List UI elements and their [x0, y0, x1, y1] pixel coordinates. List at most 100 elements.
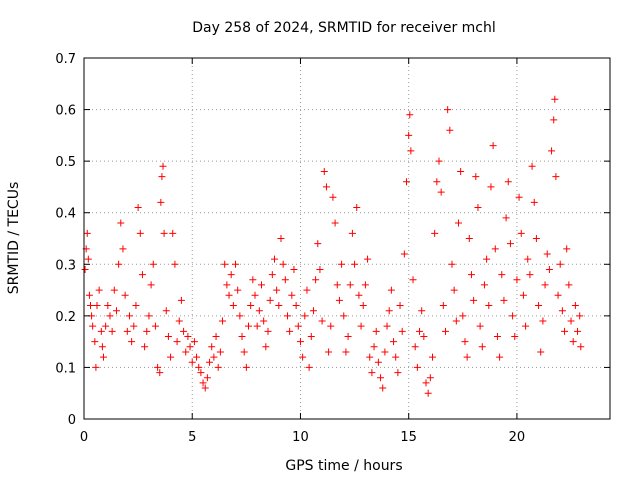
data-point-marker: [149, 260, 157, 268]
data-point-marker: [121, 291, 129, 299]
data-point-marker: [413, 363, 421, 371]
data-point-marker: [390, 338, 398, 346]
data-point-marker: [463, 353, 471, 361]
data-point-marker: [366, 353, 374, 361]
data-point-marker: [119, 245, 127, 253]
data-point-marker: [394, 369, 402, 377]
data-point-marker: [472, 173, 480, 181]
data-point-marker: [95, 286, 103, 294]
data-point-marker: [526, 271, 534, 279]
data-point-marker: [351, 260, 359, 268]
data-point-marker: [364, 255, 372, 263]
data-point-marker: [175, 317, 183, 325]
data-point-marker: [465, 235, 473, 242]
data-point-marker: [97, 327, 105, 335]
x-tick-label: 15: [400, 430, 417, 445]
data-point-marker: [563, 245, 571, 253]
data-point-marker: [141, 343, 149, 351]
data-point-marker: [255, 307, 263, 315]
data-point-marker: [342, 348, 350, 356]
data-point-marker: [288, 291, 296, 299]
data-point-marker: [545, 265, 553, 273]
data-point-marker: [374, 358, 382, 366]
data-point-marker: [186, 343, 194, 351]
data-point-marker: [392, 353, 400, 361]
data-point-marker: [474, 204, 482, 212]
data-point-marker: [532, 235, 540, 242]
data-point-marker: [461, 338, 469, 346]
data-point-marker: [439, 302, 447, 310]
data-point-marker: [316, 265, 324, 273]
data-point-marker: [554, 291, 562, 299]
data-point-marker: [219, 317, 227, 325]
data-point-marker: [511, 332, 519, 340]
axis-ticks: 0 0.1 0.2 0.3 0.4 0.5 0.6 0.7 0 5 10 15 20: [55, 52, 610, 445]
data-point-marker: [303, 286, 311, 294]
data-point-marker: [329, 193, 337, 201]
data-point-marker: [359, 302, 367, 310]
data-point-marker: [411, 343, 419, 351]
data-point-marker: [89, 322, 97, 330]
data-point-marker: [307, 332, 315, 340]
data-point-marker: [355, 291, 363, 299]
data-point-marker: [299, 353, 307, 361]
data-point-marker: [251, 291, 259, 299]
data-point-marker: [361, 281, 369, 289]
data-point-marker: [232, 260, 240, 268]
data-point-marker: [444, 106, 452, 114]
data-point-marker: [322, 183, 330, 191]
data-point-marker: [294, 322, 302, 330]
x-tick-label: 10: [292, 430, 309, 445]
data-point-marker: [92, 363, 100, 371]
data-point-marker: [385, 307, 393, 315]
chart-title: Day 258 of 2024, SRMTID for receiver mch…: [192, 20, 496, 36]
data-point-marker: [273, 286, 281, 294]
data-point-marker: [543, 250, 551, 258]
data-point-marker: [551, 95, 559, 103]
data-point-marker: [493, 332, 501, 340]
data-point-marker: [357, 322, 365, 330]
data-point-marker: [574, 327, 582, 335]
data-point-marker: [296, 338, 304, 346]
data-point-marker: [162, 307, 170, 315]
y-axis-label: SRMTID / TECUs: [6, 182, 22, 295]
data-point-marker: [84, 255, 92, 263]
data-point-marker: [197, 369, 205, 377]
data-point-marker: [550, 116, 558, 124]
data-point-marker: [483, 255, 491, 263]
data-point-marker: [234, 286, 242, 294]
data-point-marker: [108, 327, 116, 335]
data-point-marker: [565, 281, 573, 289]
data-point-marker: [424, 389, 432, 397]
data-point-marker: [480, 281, 488, 289]
data-point-marker: [515, 193, 523, 201]
data-point-marker: [125, 312, 133, 320]
data-point-marker: [372, 327, 380, 335]
data-point-marker: [190, 338, 198, 346]
x-tick-label: 5: [188, 430, 196, 445]
data-point-marker: [249, 276, 257, 284]
data-point-marker: [83, 229, 91, 237]
data-point-marker: [208, 343, 216, 351]
data-point-marker: [214, 363, 222, 371]
data-point-marker: [537, 348, 545, 356]
data-point-marker: [556, 260, 564, 268]
data-point-marker: [576, 312, 584, 320]
data-point-marker: [130, 322, 138, 330]
data-point-marker: [340, 312, 348, 320]
data-point-marker: [496, 353, 504, 361]
data-point-marker: [236, 312, 244, 320]
data-point-marker: [110, 286, 118, 294]
data-point-marker: [112, 307, 120, 315]
y-tick-label: 0.1: [55, 361, 76, 376]
y-tick-label: 0.4: [55, 207, 76, 222]
data-point-marker: [519, 291, 527, 299]
data-point-marker: [206, 358, 214, 366]
data-point-marker: [552, 173, 560, 181]
plot-frame: [83, 57, 611, 420]
y-tick-label: 0.2: [55, 310, 76, 325]
data-point-marker: [377, 374, 385, 382]
data-point-marker: [416, 327, 424, 335]
data-point-marker: [476, 322, 484, 330]
